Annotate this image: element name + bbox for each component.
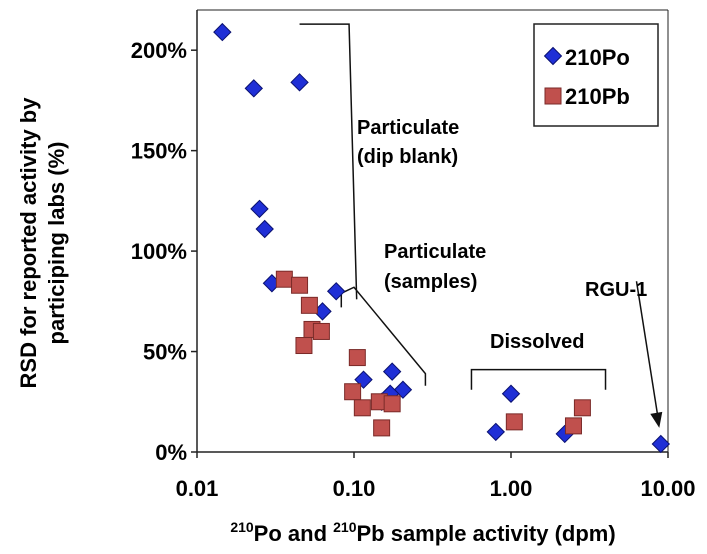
arrow-rgu-head [650, 411, 663, 428]
point-210po [382, 362, 402, 381]
point-210pb [373, 419, 391, 437]
x-label-t1: Po and [254, 521, 333, 546]
y-tick-label: 200% [131, 38, 187, 63]
annotation-shapes [299, 23, 663, 428]
legend-box [533, 23, 659, 127]
point-210pb [573, 399, 591, 417]
annotation-dip-blank-line2: (dip blank) [357, 146, 458, 168]
y-tick-label: 0% [155, 440, 187, 465]
point-210po [501, 384, 521, 403]
annotation-dip-blank-line1: Particulate [357, 117, 459, 139]
point-210pb [353, 399, 371, 417]
point-210po [213, 22, 232, 42]
point-210pb [312, 322, 330, 340]
point-210pb [344, 383, 362, 401]
x-tick-label: 0.01 [176, 476, 219, 501]
point-210po [255, 219, 274, 239]
x-tick-label: 1.00 [490, 476, 533, 501]
y-axis-ticks: 0% 50% 100% 150% 200% [131, 38, 197, 465]
legend-marker-210pb [544, 87, 562, 105]
legend-label-210pb: 210Pb [565, 84, 630, 109]
bracket-dip-blank [299, 23, 358, 300]
bracket-samples [340, 286, 427, 386]
x-axis-ticks: 0.01 0.10 1.00 10.00 [176, 452, 696, 501]
x-axis-label: 210Po and 210Pb sample activity (dpm) [230, 519, 615, 546]
legend-label-210po: 210Po [565, 45, 630, 70]
point-210pb [348, 349, 366, 367]
annotation-dissolved: Dissolved [490, 331, 584, 353]
point-210pb [300, 296, 318, 314]
point-210pb [383, 395, 401, 413]
y-tick-label: 50% [143, 340, 187, 365]
x-label-sup1: 210 [230, 519, 254, 535]
point-210po [326, 282, 346, 301]
y-tick-label: 150% [131, 139, 187, 164]
y-tick-label: 100% [131, 239, 187, 264]
bracket-dissolved [470, 368, 607, 390]
arrow-rgu-shaft [635, 281, 659, 416]
x-tick-label: 10.00 [640, 476, 695, 501]
y-axis-label: RSD for reported activity by participing… [16, 97, 69, 389]
annotation-samples-line2: (samples) [384, 271, 477, 293]
y-axis-label-line1: RSD for reported activity by [16, 97, 41, 389]
point-210pb [295, 337, 313, 355]
point-210po [290, 73, 309, 92]
x-label-t2: Pb sample activity (dpm) [356, 521, 615, 546]
annotation-rgu: RGU-1 [585, 279, 647, 301]
x-tick-label: 0.10 [333, 476, 376, 501]
point-210pb [275, 270, 293, 288]
point-210pb [564, 417, 582, 435]
x-label-sup2: 210 [333, 519, 357, 535]
point-210po [486, 422, 505, 442]
data-points [213, 22, 671, 454]
point-210po [651, 434, 671, 454]
point-210po [244, 79, 263, 98]
point-210po [250, 199, 269, 219]
point-210pb [291, 276, 309, 294]
point-210pb [505, 413, 523, 431]
legend-marker-210po [543, 46, 563, 66]
annotation-samples-line1: Particulate [384, 241, 486, 263]
y-axis-label-line2: participing labs (%) [44, 142, 69, 345]
legend: 210Po 210Pb [533, 23, 659, 127]
